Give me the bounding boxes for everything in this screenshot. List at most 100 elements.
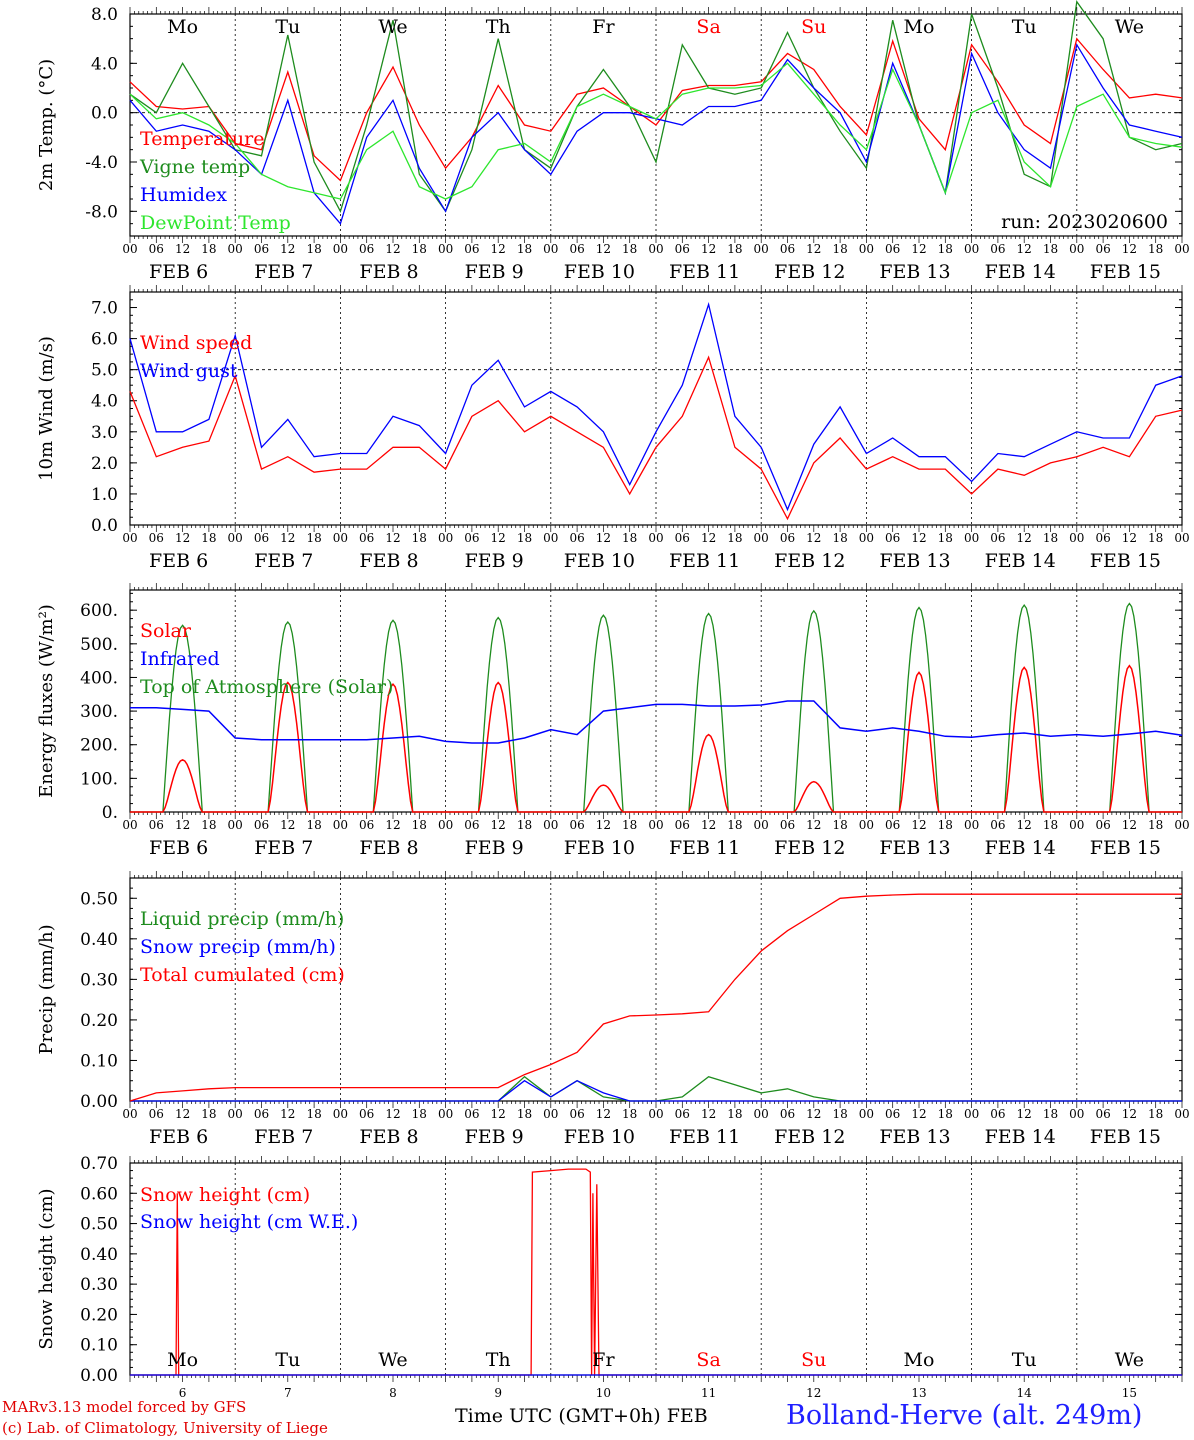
hour-tick-label: 00: [122, 818, 137, 832]
hour-tick-label: 18: [622, 1107, 637, 1121]
date-label: FEB 12: [774, 837, 845, 859]
hour-tick-label: 18: [201, 242, 216, 256]
y-tick-label: 0.0: [91, 516, 118, 536]
y-tick-label: 0.30: [80, 970, 118, 990]
series-line-infrared: [130, 700, 1183, 744]
run-label: run: 2023020600: [1001, 211, 1168, 233]
hour-tick-label: 00: [1174, 818, 1189, 832]
series-line: [129, 301, 1183, 512]
hour-tick-label: 18: [201, 531, 216, 545]
legend-entry: Temperature: [140, 128, 264, 150]
hour-tick-label: 12: [1017, 818, 1032, 832]
hour-tick-label: 00: [859, 531, 874, 545]
y-tick-label: 100.: [80, 769, 118, 789]
series-line: [130, 1079, 1182, 1102]
y-axis-label: 10m Wind (m/s): [36, 336, 57, 481]
y-tick-label: -8.0: [85, 202, 118, 222]
date-label: FEB 14: [985, 1126, 1056, 1148]
hour-tick-label: 06: [885, 818, 900, 832]
hour-tick-label: 00: [228, 1107, 243, 1121]
hour-tick-label: 00: [648, 818, 663, 832]
day-name-bottom: We: [378, 1349, 407, 1371]
y-tick-label: 0.10: [80, 1051, 118, 1071]
hour-tick-label: 06: [464, 1107, 479, 1121]
hour-tick-label: 18: [727, 818, 742, 832]
day-number: 6: [179, 1386, 187, 1400]
date-label: FEB 8: [359, 261, 418, 283]
y-tick-label: 7.0: [91, 299, 118, 319]
day-name-top: Th: [486, 16, 511, 38]
hour-tick-label: 18: [727, 1107, 742, 1121]
series-line: [129, 355, 1183, 521]
date-label: FEB 15: [1090, 261, 1161, 283]
panel-wind: 0.0 1.0 2.0 3.0 4.0 5.0 6.0 7.0 10m Wind (m/s) Wi…: [36, 285, 1190, 572]
date-label: FEB 12: [774, 550, 845, 572]
credit-model: MARv3.13 model forced by GFS: [2, 1398, 247, 1416]
day-name-top: Sa: [696, 16, 720, 38]
series-line: [130, 1075, 1182, 1102]
hour-tick-label: 00: [122, 531, 137, 545]
day-number: 9: [494, 1386, 502, 1400]
hour-tick-label: 18: [832, 1107, 847, 1121]
date-label: FEB 11: [669, 1126, 740, 1148]
hour-tick-label: 12: [911, 531, 926, 545]
date-label: FEB 14: [985, 550, 1056, 572]
date-label: FEB 13: [879, 1126, 950, 1148]
day-name-top: Su: [801, 16, 826, 38]
hour-tick-label: 12: [385, 1107, 400, 1121]
hour-tick-label: 06: [464, 531, 479, 545]
date-label: FEB 10: [564, 837, 635, 859]
hour-tick-label: 12: [1017, 531, 1032, 545]
date-label: FEB 6: [149, 550, 208, 572]
hour-tick-label: 18: [832, 531, 847, 545]
hour-tick-label: 06: [464, 818, 479, 832]
hour-tick-label: 12: [1017, 242, 1032, 256]
hour-tick-label: 06: [1095, 818, 1110, 832]
hour-tick-label: 06: [569, 531, 584, 545]
y-tick-label: 4.0: [91, 54, 118, 74]
day-name-top: Tu: [1012, 16, 1037, 38]
hour-tick-label: 12: [701, 1107, 716, 1121]
date-label: FEB 15: [1090, 1126, 1161, 1148]
legend-entry: Snow height (cm W.E.): [140, 1211, 358, 1233]
date-label: FEB 6: [149, 261, 208, 283]
series-line-solar: [130, 664, 1182, 813]
hour-tick-label: 00: [122, 1107, 137, 1121]
series-line: [129, 37, 1183, 182]
hour-tick-label: 18: [622, 818, 637, 832]
hour-tick-label: 18: [938, 242, 953, 256]
hour-tick-label: 18: [306, 1107, 321, 1121]
hour-tick-label: 18: [1043, 1107, 1058, 1121]
hour-tick-label: 06: [885, 531, 900, 545]
hour-tick-label: 06: [990, 818, 1005, 832]
legend-entry: Total cumulated (cm): [140, 964, 345, 986]
hour-tick-label: 06: [990, 531, 1005, 545]
y-tick-label: 200.: [80, 736, 118, 756]
hour-tick-label: 18: [622, 242, 637, 256]
hour-tick-label: 12: [701, 531, 716, 545]
date-label: FEB 6: [149, 1126, 208, 1148]
hour-tick-label: 18: [938, 818, 953, 832]
hour-tick-label: 12: [385, 818, 400, 832]
hour-tick-label: 00: [648, 242, 663, 256]
hour-tick-label: 12: [280, 1107, 295, 1121]
y-tick-label: 0.40: [80, 930, 118, 950]
date-label: FEB 8: [359, 837, 418, 859]
hour-tick-label: 06: [990, 1107, 1005, 1121]
hour-tick-label: 12: [806, 818, 821, 832]
y-axis-label: 2m Temp. (°C): [36, 59, 57, 191]
hour-tick-label: 00: [964, 242, 979, 256]
date-label: FEB 9: [465, 837, 524, 859]
legend-entry: Vigne temp: [139, 156, 250, 178]
date-label: FEB 9: [465, 261, 524, 283]
legend-entry: Liquid precip (mm/h): [140, 908, 344, 930]
day-name-bottom: Th: [486, 1349, 511, 1371]
day-number: 8: [389, 1386, 397, 1400]
day-name-bottom: Su: [801, 1349, 826, 1371]
hour-tick-label: 06: [780, 818, 795, 832]
hour-tick-label: 06: [149, 531, 164, 545]
hour-tick-label: 18: [622, 531, 637, 545]
hour-tick-label: 12: [491, 242, 506, 256]
hour-tick-label: 18: [201, 818, 216, 832]
